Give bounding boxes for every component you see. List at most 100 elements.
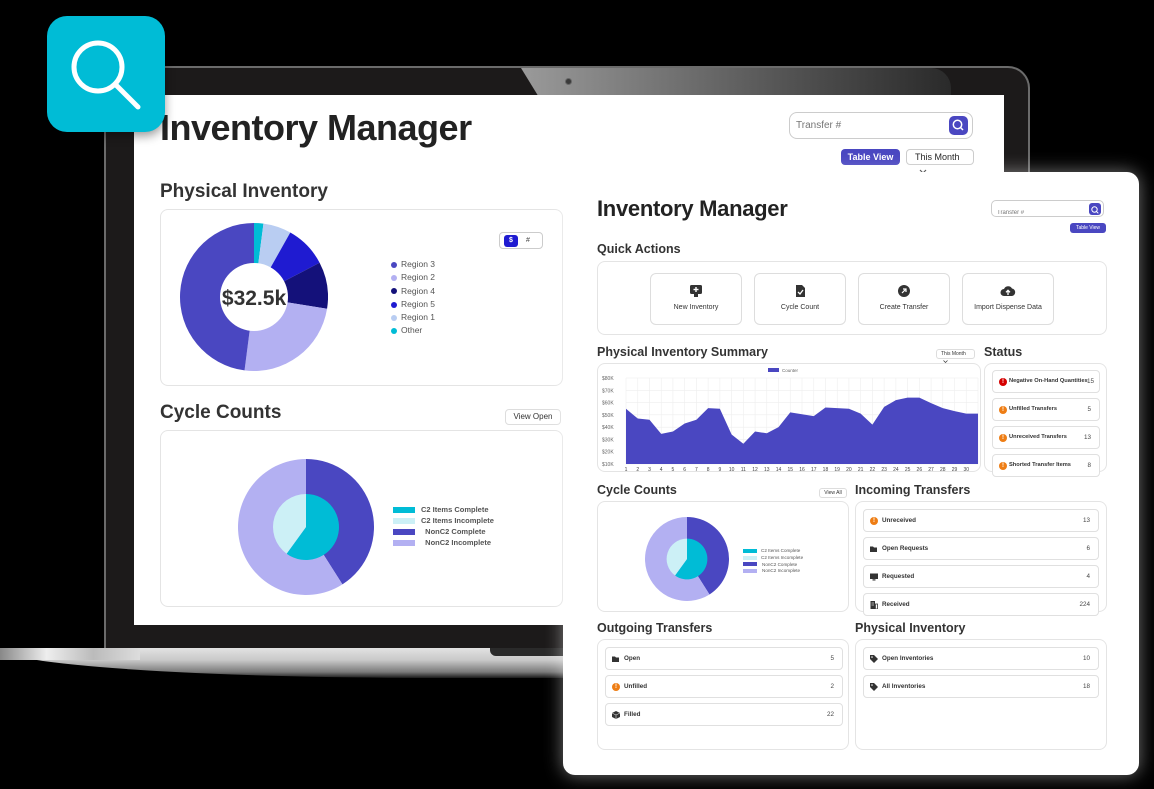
donut-center-value: $32.5k [222,287,287,310]
status-count: 15 [1086,378,1094,385]
legend-item[interactable]: Region 1 [391,311,435,324]
legend-item[interactable]: Other [391,324,435,337]
legend-item[interactable]: C2 Items Complete [743,548,803,555]
legend-item[interactable]: NonC2 Incomplete [393,537,494,548]
legend-label: C2 Items Incomplete [421,516,494,525]
panel-search-input[interactable] [992,205,1082,221]
panel-cycle-counts-title: Cycle Counts [597,483,677,497]
status-negative-on-hand[interactable]: ! Negative On-Hand Quantities 15 [992,370,1100,393]
outgoing-open[interactable]: Open 5 [605,647,843,670]
x-tick-label: 14 [776,467,782,473]
alert-orange-icon: ! [999,406,1007,414]
legend-item[interactable]: NonC2 Complete [743,562,803,569]
legend-item[interactable]: Region 4 [391,285,435,298]
toggle-count[interactable]: # [526,237,530,244]
legend-item[interactable]: NonC2 Complete [393,526,494,537]
laptop-sheen [521,68,951,96]
all-inventories-row[interactable]: All Inventories 18 [863,675,1099,698]
legend-swatch [393,540,415,547]
legend-swatch [393,518,415,525]
legend-swatch [391,261,397,268]
status-label: Negative On-Hand Quantities [1009,378,1088,384]
status-card: ! Negative On-Hand Quantities 15 ! Unfil… [984,363,1107,477]
x-tick-label: 17 [811,467,817,473]
legend-label: C2 Items Complete [761,548,801,553]
app-icon[interactable] [47,16,165,132]
incoming-received[interactable]: Received 224 [863,593,1099,616]
panel-cycle-counts-donut [645,517,729,601]
row-count: 2 [830,683,834,690]
pie-slice[interactable] [666,538,687,576]
incoming-open-requests[interactable]: Open Requests 6 [863,537,1099,560]
outgoing-unfilled[interactable]: ! Unfilled 2 [605,675,843,698]
summary-period-select[interactable]: This Month [936,349,975,363]
x-tick-label: 24 [893,467,899,473]
incoming-unreceived[interactable]: ! Unreceived 13 [863,509,1099,532]
panel-transfer-search[interactable] [991,200,1104,221]
y-tick-label: $70K [602,388,614,394]
legend-item[interactable]: Region 5 [391,298,435,311]
outgoing-filled[interactable]: Filled 22 [605,703,843,726]
status-unfilled-transfers[interactable]: ! Unfilled Transfers 5 [992,398,1100,421]
y-tick-label: $40K [602,425,614,431]
x-tick-label: 28 [940,467,946,473]
alert-orange-icon: ! [612,683,620,691]
x-tick-label: 8 [707,467,710,473]
x-tick-label: 3 [648,467,651,473]
legend-item[interactable]: C2 Items Incomplete [743,555,803,562]
monitor-plus-icon [690,285,702,297]
monitor-icon [870,573,878,581]
x-tick-label: 25 [905,467,911,473]
pie-slice[interactable] [180,223,254,371]
summary-period-value: This Month [941,351,966,357]
legend-item[interactable]: C2 Items Incomplete [393,515,494,526]
view-all-button[interactable]: View All [819,488,847,498]
pie-slice[interactable] [273,494,306,554]
pie-slice[interactable] [286,494,339,560]
panel-table-view-button[interactable]: Table View [1070,223,1106,233]
laptop-notch [490,648,570,656]
transfer-search-input[interactable] [790,113,940,138]
x-tick-label: 2 [636,467,639,473]
cycle-counts-legend: C2 Items Complete C2 Items Incomplete No… [393,504,494,548]
legend-label: NonC2 Complete [425,527,486,536]
pie-slice[interactable] [675,538,708,580]
quick-action-label: Cycle Count [780,304,820,311]
row-count: 10 [1082,655,1090,662]
legend-item[interactable]: NonC2 Incomplete [743,568,803,575]
create-transfer-button[interactable]: Create Transfer [858,273,950,325]
legend-swatch [743,548,757,553]
x-tick-label: 21 [858,467,864,473]
row-count: 13 [1082,517,1090,524]
new-inventory-button[interactable]: New Inventory [650,273,742,325]
outgoing-transfers-card: Open 5 ! Unfilled 2 Filled 22 [597,639,849,750]
row-count: 6 [1086,545,1090,552]
cycle-count-button[interactable]: Cycle Count [754,273,846,325]
search-button[interactable] [949,116,968,135]
status-unreceived-transfers[interactable]: ! Unreceived Transfers 13 [992,426,1100,449]
incoming-requested[interactable]: Requested 4 [863,565,1099,588]
search-icon [71,40,141,110]
row-count: 224 [1079,601,1090,608]
period-select[interactable]: This Month [906,149,974,174]
status-title: Status [984,345,1023,359]
toggle-dollar[interactable]: $ [504,235,518,247]
x-tick-label: 16 [799,467,805,473]
view-open-button[interactable]: View Open [505,409,561,425]
value-type-toggle[interactable]: $ # [499,232,543,249]
legend-item[interactable]: C2 Items Complete [393,504,494,515]
legend-swatch [768,368,779,372]
legend-item[interactable]: Region 3 [391,258,435,271]
import-dispense-data-button[interactable]: Import Dispense Data [962,273,1054,325]
transfer-search[interactable] [789,112,973,139]
area-series[interactable] [626,397,978,464]
legend-label: NonC2 Incomplete [762,568,801,574]
legend-item[interactable]: Region 2 [391,271,435,284]
open-inventories-row[interactable]: Open Inventories 10 [863,647,1099,670]
status-shorted-items[interactable]: ! Shorted Transfer Items 8 [992,454,1100,477]
status-label: Unreceived Transfers [1009,434,1067,440]
alert-red-icon: ! [999,378,1007,386]
table-view-button[interactable]: Table View [841,149,900,165]
panel-search-button[interactable] [1089,203,1101,215]
tag-icon [870,655,878,663]
